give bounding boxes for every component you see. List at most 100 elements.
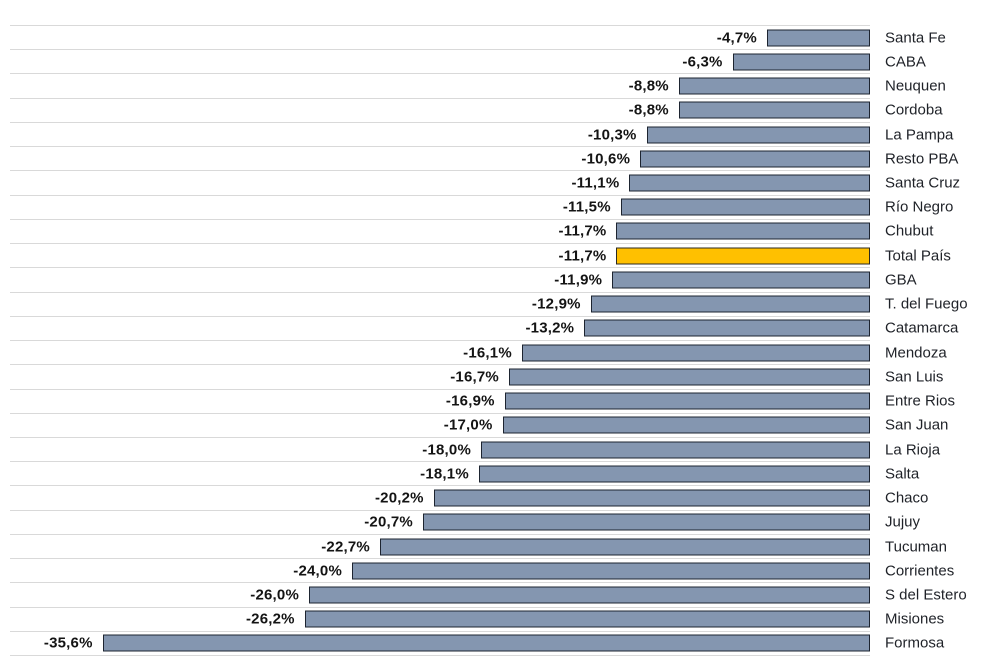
bar-row: -17,0% San Juan bbox=[10, 414, 948, 438]
category-label: Santa Fe bbox=[885, 29, 946, 47]
category-label: La Pampa bbox=[885, 126, 954, 144]
category-label: Resto PBA bbox=[885, 150, 959, 168]
bar bbox=[620, 198, 870, 216]
bar-row: -35,6% Formosa bbox=[10, 632, 944, 657]
bar-value-label: -20,7% bbox=[364, 513, 413, 531]
bar-value-label: -12,9% bbox=[531, 295, 581, 313]
plot-area: -4,7% Santa Fe -6,3% CABA -8,8% Neuquen -8,8% C… bbox=[10, 25, 968, 657]
bar-value-label: -4,7% bbox=[716, 29, 757, 47]
category-label: CABA bbox=[885, 53, 926, 71]
bar bbox=[646, 126, 870, 144]
bar-value-label: -16,1% bbox=[463, 344, 512, 362]
bar-value-label: -18,0% bbox=[422, 441, 471, 459]
category-label: GBA bbox=[885, 271, 917, 289]
bar bbox=[379, 538, 870, 556]
category-label: Catamarca bbox=[885, 319, 959, 337]
category-label: S del Estero bbox=[885, 586, 967, 604]
bar-value-label: -13,2% bbox=[525, 319, 575, 337]
bar-value-label: -22,7% bbox=[321, 538, 370, 556]
bar-row: -4,7% Santa Fe bbox=[10, 26, 946, 51]
bar-row: -20,7% Jujuy bbox=[10, 511, 920, 535]
category-label: Total País bbox=[885, 247, 951, 265]
bar-row: -10,3% La Pampa bbox=[10, 123, 953, 148]
bar-row: -26,0% S del Estero bbox=[10, 583, 967, 608]
bar-value-label: -18,1% bbox=[420, 465, 469, 483]
bar bbox=[102, 634, 870, 652]
bar-row: -16,9% Entre Rios bbox=[10, 390, 955, 414]
category-label: Cordoba bbox=[885, 101, 943, 119]
bar bbox=[732, 53, 870, 71]
bar-value-label: -8,8% bbox=[628, 77, 669, 95]
bar-row: -6,3% CABA bbox=[10, 50, 926, 75]
bar-row: -26,2% Misiones bbox=[10, 608, 944, 632]
bar bbox=[481, 441, 870, 459]
bar bbox=[678, 77, 870, 95]
bar-value-label: -16,9% bbox=[445, 392, 495, 410]
bar-value-label: -10,6% bbox=[581, 150, 631, 168]
category-label: Mendoza bbox=[885, 344, 947, 362]
bar bbox=[640, 150, 870, 168]
bar bbox=[521, 344, 870, 362]
bar bbox=[309, 586, 870, 604]
bar-value-label: -17,0% bbox=[443, 416, 493, 434]
bar-value-label: -10,3% bbox=[587, 126, 637, 144]
bar-value-label: -26,0% bbox=[250, 586, 299, 604]
category-label: Neuquen bbox=[885, 77, 946, 95]
bar-value-label: -11,9% bbox=[554, 271, 603, 289]
bar-row: -20,2% Chaco bbox=[10, 486, 928, 511]
bar bbox=[584, 319, 870, 337]
bar-value-label: -24,0% bbox=[293, 562, 342, 580]
bar bbox=[304, 610, 870, 628]
category-label: Río Negro bbox=[885, 198, 954, 216]
bar-highlighted bbox=[616, 247, 870, 265]
bar-row: -11,5% Río Negro bbox=[10, 196, 953, 220]
bar bbox=[616, 222, 870, 240]
bar-row: -18,1% Salta bbox=[10, 462, 919, 487]
bar-row: -24,0% Corrientes bbox=[10, 559, 954, 584]
bar bbox=[508, 368, 870, 386]
bar-row: -11,1% Santa Cruz bbox=[10, 171, 960, 196]
category-label: Salta bbox=[885, 465, 920, 483]
bar-row: -11,7% Total País bbox=[10, 244, 951, 269]
bar-value-label: -11,5% bbox=[562, 198, 611, 216]
bar bbox=[590, 295, 870, 313]
category-label: Entre Rios bbox=[885, 392, 956, 410]
category-label: Jujuy bbox=[885, 513, 921, 531]
category-label: San Juan bbox=[885, 416, 949, 434]
category-label: Santa Cruz bbox=[885, 174, 961, 192]
bar-value-label: -16,7% bbox=[450, 368, 499, 386]
bar-value-label: -20,2% bbox=[374, 489, 424, 507]
bar-value-label: -6,3% bbox=[682, 53, 723, 71]
bar bbox=[766, 29, 870, 47]
bar-row: -11,7% Chubut bbox=[10, 220, 933, 245]
bar-row: -10,6% Resto PBA bbox=[10, 147, 958, 172]
bar bbox=[502, 416, 870, 434]
category-label: T. del Fuego bbox=[885, 295, 968, 313]
bar bbox=[422, 513, 870, 531]
bar bbox=[678, 101, 870, 119]
bar-row: -13,2% Catamarca bbox=[10, 317, 958, 342]
bar bbox=[612, 271, 870, 289]
bar-row: -16,7% San Luis bbox=[10, 365, 943, 390]
bar bbox=[352, 562, 870, 580]
bar-row: -8,8% Neuquen bbox=[10, 74, 946, 99]
category-label: Corrientes bbox=[885, 562, 955, 580]
category-label: Tucuman bbox=[885, 538, 947, 556]
bar-value-label: -8,8% bbox=[628, 101, 669, 119]
category-label: Misiones bbox=[885, 610, 945, 628]
bar bbox=[433, 489, 870, 507]
bar-value-label: -26,2% bbox=[245, 610, 295, 628]
bar-row: -16,1% Mendoza bbox=[10, 341, 947, 366]
category-label: San Luis bbox=[885, 368, 944, 386]
bar-value-label: -11,1% bbox=[571, 174, 620, 192]
bar bbox=[504, 392, 870, 410]
category-label: Chaco bbox=[885, 489, 929, 507]
bar-value-label: -11,7% bbox=[558, 222, 607, 240]
bar bbox=[629, 174, 870, 192]
bar-row: -18,0% La Rioja bbox=[10, 438, 940, 463]
category-label: Chubut bbox=[885, 222, 934, 240]
bar-value-label: -35,6% bbox=[43, 634, 93, 652]
category-label: Formosa bbox=[885, 634, 945, 652]
bar-value-label: -11,7% bbox=[558, 247, 607, 265]
